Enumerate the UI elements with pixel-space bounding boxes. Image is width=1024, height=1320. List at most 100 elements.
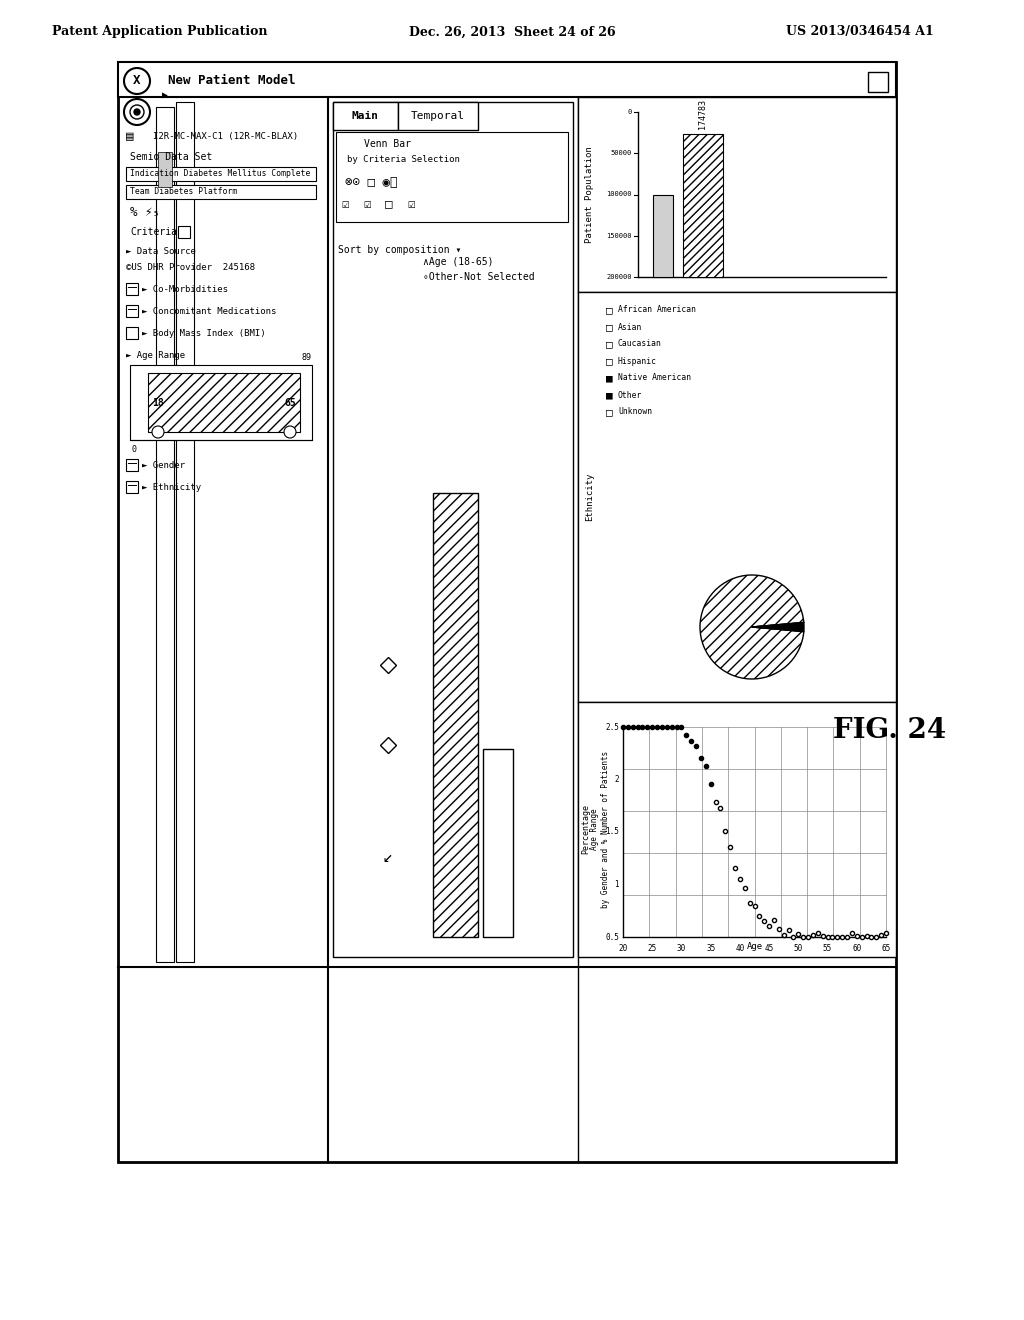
Text: ∘Other-Not Selected: ∘Other-Not Selected [423, 272, 535, 282]
Text: Patent Application Publication: Patent Application Publication [52, 25, 267, 38]
Text: ▤: ▤ [126, 131, 133, 144]
Text: Other: Other [618, 391, 642, 400]
Bar [483, 748, 513, 937]
Bar [178, 226, 190, 238]
Text: Caucasian: Caucasian [618, 339, 662, 348]
Bar [868, 73, 888, 92]
Text: 60: 60 [852, 944, 861, 953]
Text: Dec. 26, 2013  Sheet 24 of 26: Dec. 26, 2013 Sheet 24 of 26 [409, 25, 615, 38]
Text: 50000: 50000 [610, 150, 632, 156]
Text: Main: Main [351, 111, 379, 121]
Bar [683, 135, 723, 277]
Bar [126, 459, 138, 471]
Bar [126, 282, 138, 294]
Text: □: □ [385, 198, 393, 210]
Text: 65: 65 [882, 944, 891, 953]
Text: ► Body Mass Index (BMI): ► Body Mass Index (BMI) [142, 329, 265, 338]
Text: 55: 55 [823, 944, 833, 953]
Text: 2: 2 [614, 775, 618, 784]
Bar [333, 102, 573, 957]
Text: US 2013/0346454 A1: US 2013/0346454 A1 [786, 25, 934, 38]
Text: 50: 50 [794, 944, 803, 953]
Text: 100000: 100000 [606, 191, 632, 198]
Text: Native American: Native American [618, 374, 691, 383]
Text: □: □ [606, 322, 612, 333]
Text: ↙: ↙ [383, 847, 393, 866]
Text: ■: ■ [606, 374, 612, 383]
Bar [126, 168, 316, 181]
Text: Team Diabetes Platform: Team Diabetes Platform [130, 187, 238, 197]
Text: 18: 18 [153, 397, 164, 408]
Text: ► Concomitant Medications: ► Concomitant Medications [142, 306, 276, 315]
Text: ■: ■ [606, 389, 612, 400]
Text: ► Age Range: ► Age Range [126, 351, 185, 359]
Bar [336, 132, 568, 222]
Text: Sort by composition ▾: Sort by composition ▾ [338, 246, 462, 255]
Bar [126, 480, 138, 492]
Text: Age: Age [746, 942, 763, 950]
Text: 200000: 200000 [606, 275, 632, 280]
Text: 35: 35 [706, 944, 716, 953]
Text: Patient Population: Patient Population [586, 147, 595, 243]
Text: 174783: 174783 [698, 99, 708, 129]
Bar [578, 96, 896, 292]
Bar [578, 292, 896, 702]
Text: □: □ [606, 305, 612, 315]
Text: X: X [133, 74, 140, 87]
Text: Unknown: Unknown [618, 408, 652, 417]
Text: African American: African American [618, 305, 696, 314]
Text: by Criteria Selection: by Criteria Selection [346, 154, 460, 164]
Bar [126, 327, 138, 339]
Text: Criteria: Criteria [130, 227, 177, 238]
Text: FIG. 24: FIG. 24 [834, 717, 946, 743]
Text: 65: 65 [284, 397, 296, 408]
Text: □: □ [606, 356, 612, 366]
Circle shape [124, 69, 150, 94]
Bar [176, 102, 194, 962]
Text: ∧Age (18-65): ∧Age (18-65) [423, 257, 494, 267]
Text: % ⚡₅: % ⚡₅ [130, 206, 160, 219]
Circle shape [130, 106, 144, 119]
Text: 1.5: 1.5 [605, 828, 618, 837]
Text: Indication Diabetes Mellitus Complete: Indication Diabetes Mellitus Complete [130, 169, 310, 178]
Text: Ethnicity: Ethnicity [586, 473, 595, 521]
Text: I2R-MC-MAX-C1 (12R-MC-BLAX): I2R-MC-MAX-C1 (12R-MC-BLAX) [153, 132, 298, 141]
Text: Temporal: Temporal [411, 111, 465, 121]
Text: ☑: ☑ [341, 198, 349, 210]
Text: 89: 89 [302, 352, 312, 362]
Text: ► Co-Morbidities: ► Co-Morbidities [142, 285, 228, 293]
Text: Asian: Asian [618, 322, 642, 331]
Text: 150000: 150000 [606, 232, 632, 239]
Bar [578, 702, 896, 957]
Text: 45: 45 [765, 944, 774, 953]
Bar [130, 366, 312, 440]
Text: 40: 40 [735, 944, 744, 953]
Text: Semio Data Set: Semio Data Set [130, 152, 212, 162]
Text: ☑: ☑ [408, 198, 415, 210]
Text: ⊗⊙ □ ◉⨷: ⊗⊙ □ ◉⨷ [345, 176, 397, 189]
Text: □: □ [606, 407, 612, 417]
Bar [653, 195, 673, 277]
Bar [433, 492, 478, 937]
Text: □: □ [606, 339, 612, 348]
Text: ©US DHR Provider  245168: ©US DHR Provider 245168 [126, 263, 255, 272]
Text: ► Gender: ► Gender [142, 461, 185, 470]
Circle shape [134, 110, 140, 115]
Circle shape [152, 426, 164, 438]
Text: 20: 20 [618, 944, 628, 953]
Text: 0: 0 [132, 446, 137, 454]
Circle shape [124, 99, 150, 125]
Bar [158, 152, 172, 187]
Text: ▶: ▶ [162, 90, 168, 100]
Text: 25: 25 [647, 944, 656, 953]
Text: Hispanic: Hispanic [618, 356, 657, 366]
Text: ☑: ☑ [364, 198, 371, 210]
Text: ► Data Source: ► Data Source [126, 248, 196, 256]
Text: 0.5: 0.5 [605, 932, 618, 941]
Text: Venn Bar: Venn Bar [365, 139, 412, 149]
Bar [126, 185, 316, 199]
Text: New Patient Model: New Patient Model [168, 74, 296, 87]
Text: ► Ethnicity: ► Ethnicity [142, 483, 201, 491]
Text: 30: 30 [677, 944, 686, 953]
Bar [156, 107, 174, 962]
